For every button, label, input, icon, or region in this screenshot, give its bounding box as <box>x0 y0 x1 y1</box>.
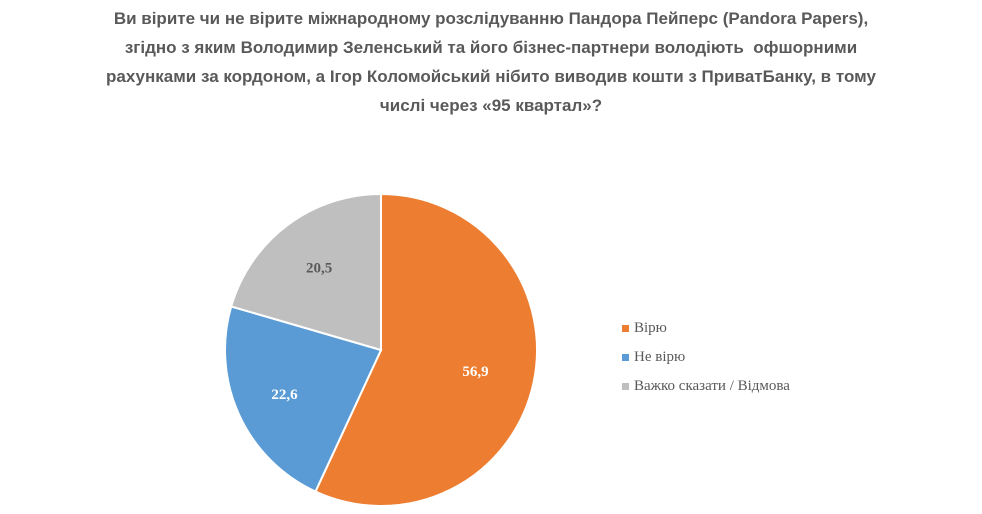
pie-slice <box>314 192 538 507</box>
pie-slice <box>229 192 382 352</box>
data-label: 56,9 <box>462 364 488 380</box>
legend-item-ne-viryu: Не вірю <box>622 343 790 372</box>
data-label: 22,6 <box>271 387 298 403</box>
chart-title: Ви вірите чи не вірите міжнародному розс… <box>0 4 982 120</box>
legend-label: Не вірю <box>634 349 686 365</box>
legend-swatch <box>622 325 629 332</box>
legend: Вірю Не вірю Важко сказати / Відмова <box>622 314 790 401</box>
data-label: 20,5 <box>306 261 332 277</box>
legend-item-vazhko: Важко сказати / Відмова <box>622 372 790 401</box>
pie-slice <box>224 305 383 493</box>
legend-swatch <box>622 354 629 361</box>
legend-label: Важко сказати / Відмова <box>634 378 790 394</box>
title-line: числі через «95 квартал»? <box>379 96 603 115</box>
legend-label: Вірю <box>634 320 667 336</box>
title-line: рахунками за кордоном, а Ігор Коломойськ… <box>106 67 876 86</box>
legend-item-viryu: Вірю <box>622 314 790 343</box>
title-line: Ви вірите чи не вірите міжнародному розс… <box>113 9 869 28</box>
legend-swatch <box>622 383 629 390</box>
title-line: згідно з яким Володимир Зеленський та йо… <box>124 38 858 57</box>
